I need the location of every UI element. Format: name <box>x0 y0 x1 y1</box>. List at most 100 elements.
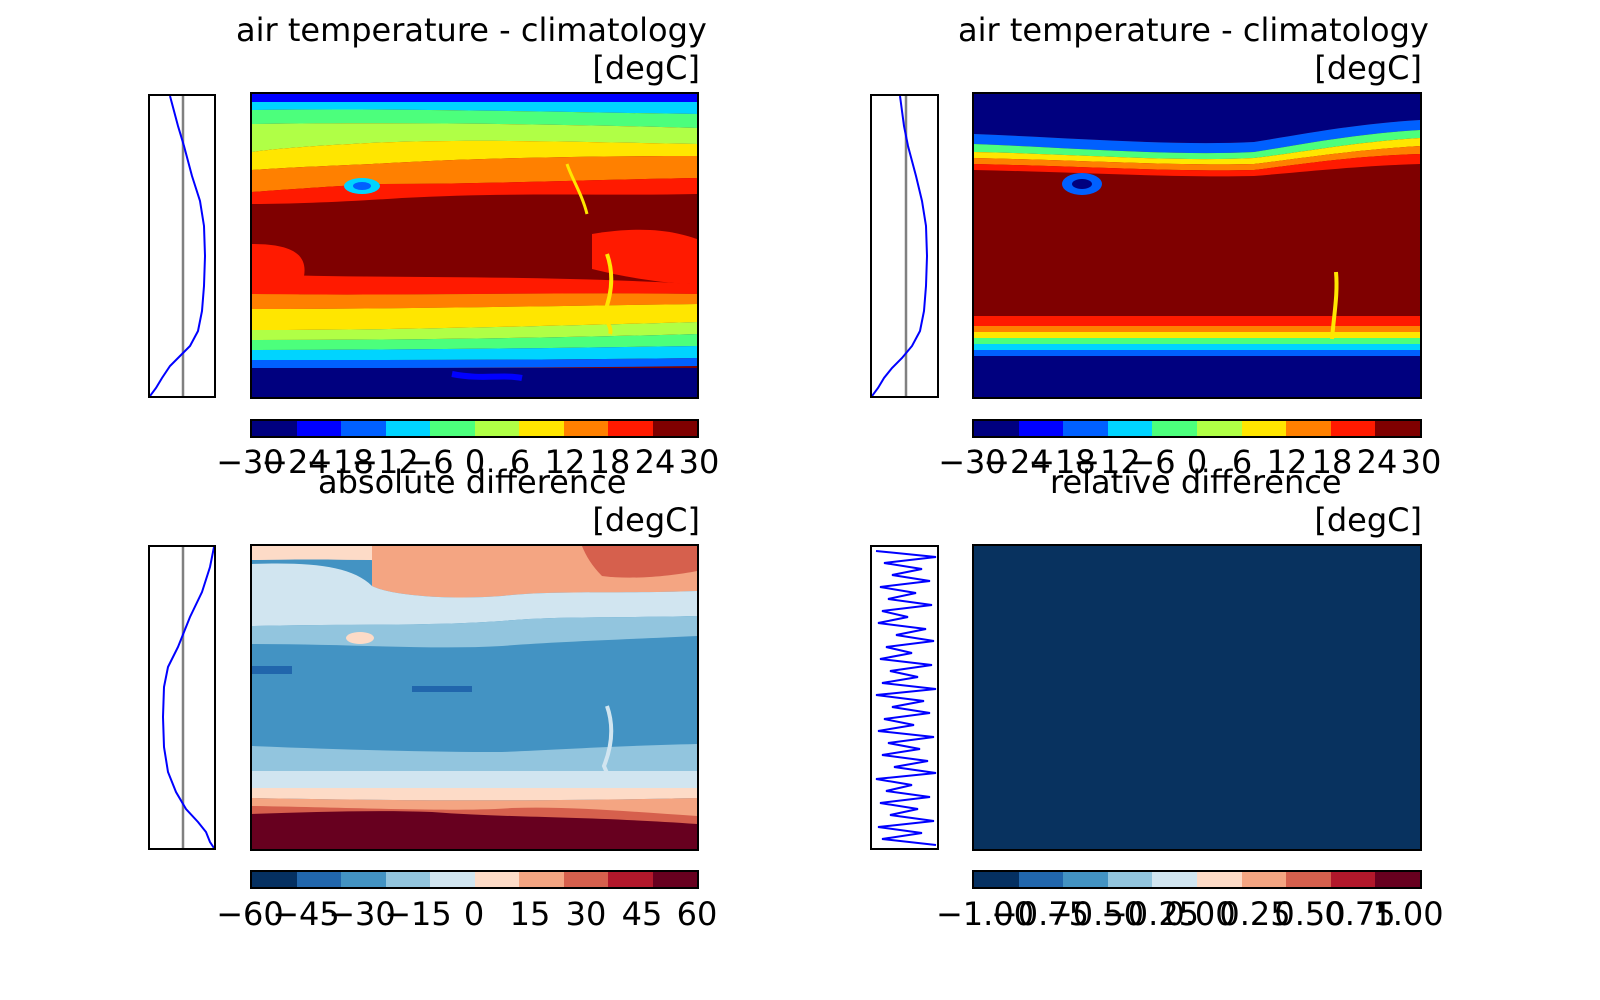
heatmap-band <box>252 563 697 626</box>
profile-curve <box>872 96 929 396</box>
unit-label: [degC] <box>592 49 700 87</box>
profile-curve <box>875 550 937 846</box>
heatmap-band <box>974 356 1420 397</box>
colorbar-tick-label: −12 <box>351 443 419 481</box>
heatmap-band <box>974 344 1420 350</box>
heatmap-band <box>252 358 697 368</box>
colorbar-swatch <box>1375 421 1420 436</box>
heatmap-band <box>252 304 697 330</box>
heatmap-band <box>252 788 697 801</box>
colorbar-tick-label: −0.50 <box>1045 895 1145 933</box>
chart-title: absolute difference <box>318 463 627 501</box>
colorbar-swatch <box>563 421 608 436</box>
colorbar-tick-label: 6 <box>1231 443 1253 481</box>
colorbar-tick-label: −6 <box>1128 443 1176 481</box>
heatmap-band <box>974 326 1420 332</box>
colorbar-tick-label: 30 <box>678 443 720 481</box>
colorbar-swatch <box>1196 421 1242 436</box>
colorbar-swatch <box>652 421 697 436</box>
profile-curve <box>161 547 214 848</box>
chart-title: relative difference <box>1050 463 1342 501</box>
heatmap-band <box>252 334 697 350</box>
zonal-mean-profile <box>148 545 216 850</box>
colorbar-tick-label: −24 <box>983 443 1051 481</box>
colorbar-swatch <box>1375 872 1420 887</box>
colorbar-swatch <box>1152 872 1197 887</box>
heatmap-band <box>974 94 1420 144</box>
colorbar-swatch <box>1241 872 1287 887</box>
colorbar-swatch <box>430 421 475 436</box>
colorbar-swatch <box>1063 872 1108 887</box>
colorbar-tick-label: −30 <box>938 443 1006 481</box>
heatmap-feature <box>451 371 523 381</box>
colorbar-tick-label: −0.75 <box>990 895 1090 933</box>
colorbar-tick-label: −0.25 <box>1100 895 1200 933</box>
heatmap-band <box>252 94 697 102</box>
colorbar-swatch <box>1018 421 1064 436</box>
colorbar-tick-label: 0 <box>463 895 485 933</box>
colorbar-swatch <box>652 872 697 887</box>
heatmap-band <box>252 322 697 340</box>
colorbar-tick-label: 30 <box>1400 443 1442 481</box>
zonal-mean-profile <box>870 94 939 398</box>
colorbar-tick-label: 12 <box>544 443 586 481</box>
colorbar <box>972 870 1422 889</box>
colorbar-tick-label: −1.00 <box>935 895 1035 933</box>
heatmap-band <box>252 123 697 152</box>
colorbar-swatch <box>974 421 1019 436</box>
colorbar-tick-label: 18 <box>589 443 631 481</box>
heatmap-band <box>252 140 697 170</box>
heatmap-band <box>582 546 697 578</box>
colorbar-tick-label: 1.00 <box>1372 895 1444 933</box>
heatmap-band <box>252 274 697 295</box>
heatmap-band <box>252 368 697 397</box>
colorbar-tick-label: 0.00 <box>1164 895 1236 933</box>
unit-label: [degC] <box>592 501 700 539</box>
colorbar-swatch <box>1330 421 1376 436</box>
heatmap-feature <box>601 253 614 335</box>
colorbar-swatch <box>430 872 475 887</box>
chart-title: air temperature - climatology <box>958 11 1429 49</box>
heatmap-band <box>252 346 697 360</box>
colorbar-tick-label: 0 <box>464 443 486 481</box>
heatmap-band <box>592 229 697 284</box>
heatmap-band <box>974 120 1420 154</box>
heatmap-band <box>974 316 1420 326</box>
heatmap-band <box>252 744 697 771</box>
colorbar-swatch <box>1107 872 1153 887</box>
colorbar-tick-label: −18 <box>306 443 374 481</box>
colorbar-swatch <box>1286 421 1331 436</box>
colorbar-tick-label: −15 <box>384 895 452 933</box>
heatmap-feature <box>1072 179 1092 189</box>
colorbar-swatch <box>1063 421 1108 436</box>
colorbar-tick-label: −60 <box>216 895 284 933</box>
heatmap-band <box>974 154 1420 177</box>
colorbar <box>250 419 699 438</box>
colorbar-swatch <box>385 421 430 436</box>
heatmap-band <box>974 138 1420 165</box>
colorbar-swatch <box>608 421 653 436</box>
heatmap-band <box>974 338 1420 344</box>
heatmap-map <box>250 544 699 851</box>
heatmap-feature <box>601 705 614 787</box>
colorbar-swatch <box>1196 872 1242 887</box>
heatmap-band <box>252 102 697 114</box>
colorbar-tick-label: −45 <box>272 895 340 933</box>
heatmap-band <box>252 293 697 309</box>
colorbar-tick-label: −12 <box>1073 443 1141 481</box>
colorbar-tick-label: 0 <box>1186 443 1208 481</box>
colorbar-tick-label: 0.25 <box>1219 895 1291 933</box>
colorbar-swatch <box>519 872 564 887</box>
colorbar-swatch <box>296 872 341 887</box>
colorbar-swatch <box>474 872 519 887</box>
colorbar-tick-label: 60 <box>676 895 718 933</box>
heatmap-feature <box>412 686 472 692</box>
colorbar-tick-label: 45 <box>621 895 663 933</box>
colorbar-swatch <box>296 421 341 436</box>
colorbar-swatch <box>1018 872 1064 887</box>
heatmap-feature <box>346 632 374 644</box>
colorbar-swatch <box>252 872 297 887</box>
colorbar-swatch <box>974 872 1019 887</box>
unit-label: [degC] <box>1314 501 1422 539</box>
colorbar-tick-label: 18 <box>1311 443 1353 481</box>
